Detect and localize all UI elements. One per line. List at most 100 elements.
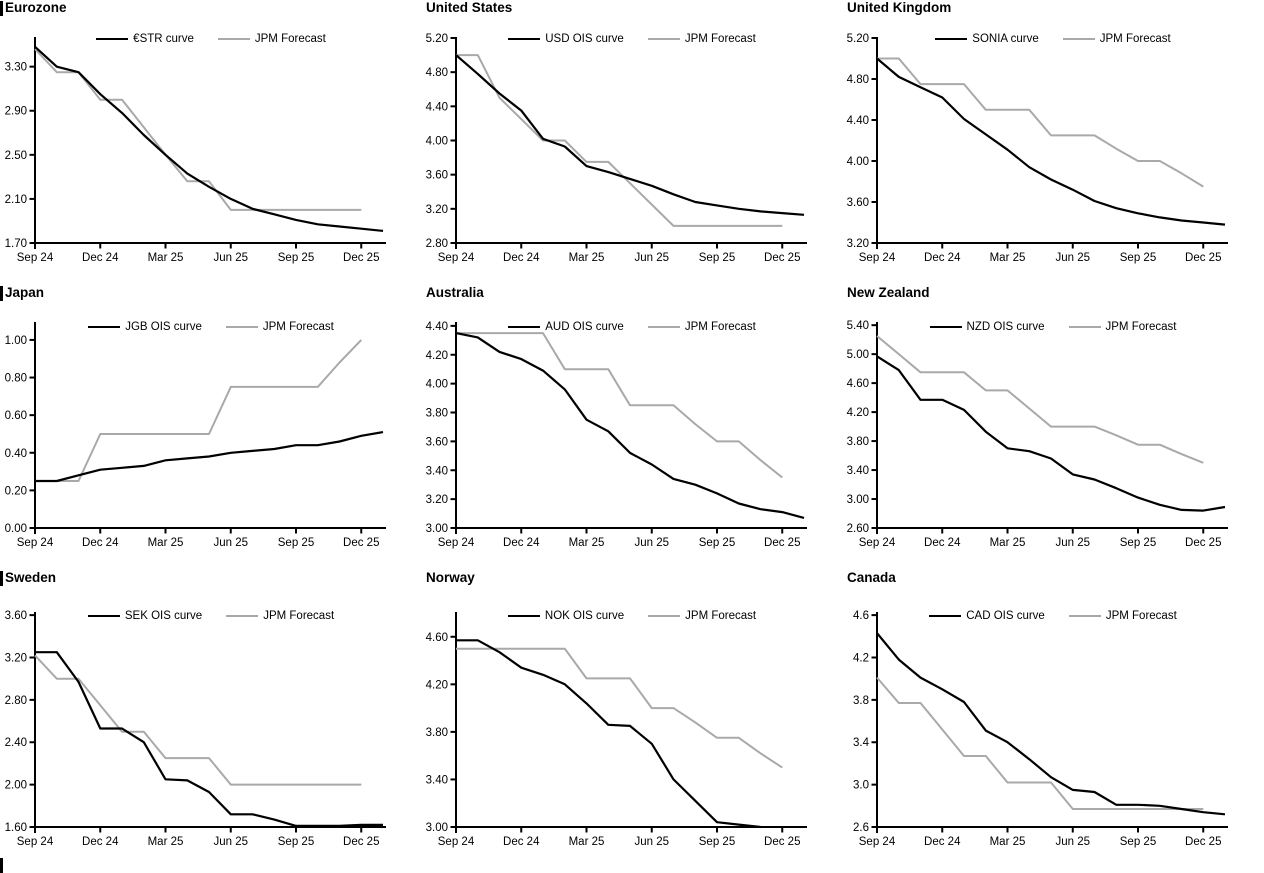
x-tick-label: Jun 25 — [634, 252, 669, 264]
y-tick-label: 3.40 — [847, 465, 869, 477]
legend-label-forecast: JPM Forecast — [1105, 321, 1177, 333]
y-tick-label: 3.8 — [853, 695, 869, 707]
market-line-swatch — [88, 325, 121, 329]
chart-cell-norway: 4.60 4.20 3.80 3.40 3.00 Sep 24 Dec 24 Mar 25 Ju… — [421, 570, 842, 873]
x-tick-label: Mar 25 — [148, 537, 184, 549]
y-tick-label: 3.40 — [426, 465, 448, 477]
market-line-swatch — [508, 325, 541, 329]
x-tick-label: Sep 25 — [1120, 252, 1156, 264]
axis-labels: 3.30 2.90 2.50 2.10 1.70 Sep 24 Dec 24 Mar 25 Ju… — [5, 62, 380, 264]
legend: NZD OIS curve JPM Forecast — [877, 321, 1229, 333]
y-tick-label: 0.60 — [5, 410, 27, 422]
x-tick-label: Sep 25 — [699, 537, 735, 549]
y-tick-label: 3.20 — [847, 238, 869, 250]
y-tick-label: 2.80 — [426, 238, 448, 250]
y-tick-label: 2.80 — [5, 695, 27, 707]
y-tick-label: 4.40 — [426, 101, 448, 113]
forecast-line-swatch — [648, 614, 681, 618]
y-tick-label: 3.00 — [847, 494, 869, 506]
chart-cell-united-states: 5.20 4.80 4.40 4.00 3.60 3.20 2.80 Sep 24 Dec 24… — [421, 0, 842, 285]
chart-cell-australia: 4.40 4.20 4.00 3.80 3.60 3.40 3.20 3.00 Sep 24 De… — [421, 285, 842, 570]
x-tick-label: Mar 25 — [148, 252, 184, 264]
jpm-forecast-line — [35, 339, 363, 482]
x-tick-label: Mar 25 — [990, 836, 1026, 848]
x-tick-label: Dec 25 — [764, 252, 800, 264]
plot-area: 3.30 2.90 2.50 2.10 1.70 Sep 24 Dec 24 Mar 25 Ju… — [5, 37, 386, 264]
legend-label-market: JGB OIS curve — [125, 321, 202, 333]
x-tick-label: Dec 25 — [764, 836, 800, 848]
x-tick-label: Sep 24 — [438, 836, 475, 848]
plot-area: 4.60 4.20 3.80 3.40 3.00 Sep 24 Dec 24 Mar 25 Ju… — [426, 612, 807, 848]
ois-curve-line — [34, 45, 384, 232]
x-tick-label: Mar 25 — [569, 836, 605, 848]
chart-cell-eurozone: 3.30 2.90 2.50 2.10 1.70 Sep 24 Dec 24 Mar 25 Ju… — [0, 0, 421, 285]
chart-title: Norway — [426, 570, 475, 585]
chart-title-row: Eurozone — [0, 0, 421, 18]
x-tick-label: Mar 25 — [569, 252, 605, 264]
chart-title-row: New Zealand — [842, 285, 1264, 303]
forecast-line-swatch — [225, 325, 258, 329]
y-tick-label: 5.20 — [426, 33, 448, 45]
chart-title: Japan — [5, 285, 45, 300]
y-tick-label: 2.10 — [5, 194, 27, 206]
ois-curve-line — [455, 332, 805, 519]
market-line-swatch — [929, 325, 962, 329]
legend-label-forecast: JPM Forecast — [684, 321, 756, 333]
y-tick-label: 3.30 — [5, 62, 27, 74]
jpm-forecast-line — [456, 332, 783, 479]
section-bar-partial — [0, 858, 3, 873]
x-tick-label: Sep 25 — [1120, 537, 1156, 549]
plot-area: 5.20 4.80 4.40 4.00 3.60 3.20 Sep 24 Dec 24 Mar … — [847, 33, 1228, 264]
chart-title: United States — [426, 0, 513, 15]
legend: SONIA curve JPM Forecast — [877, 33, 1229, 45]
axis-labels: 5.20 4.80 4.40 4.00 3.60 3.20 Sep 24 Dec 24 Mar … — [847, 33, 1222, 264]
axes — [29, 612, 386, 833]
section-marker-bar — [0, 571, 3, 586]
y-tick-label: 4.40 — [847, 115, 869, 127]
legend-item-forecast: JPM Forecast — [217, 33, 326, 45]
axes — [871, 322, 1228, 534]
y-tick-label: 1.60 — [5, 822, 27, 834]
y-tick-label: 2.50 — [5, 150, 27, 162]
legend-label-market: USD OIS curve — [545, 33, 624, 45]
legend-item-forecast: JPM Forecast — [647, 321, 756, 333]
x-tick-label: Mar 25 — [569, 537, 605, 549]
chart-title: Canada — [847, 570, 896, 585]
legend-label-market: €STR curve — [133, 33, 194, 45]
chart-title: Australia — [426, 285, 484, 300]
x-tick-label: Sep 24 — [17, 836, 54, 848]
plot-area: 3.60 3.20 2.80 2.40 2.00 1.60 Sep 24 Dec 24 Mar … — [5, 610, 386, 848]
y-tick-label: 3.80 — [426, 727, 448, 739]
chart-title-row: Canada — [842, 570, 1264, 588]
axis-labels: 3.60 3.20 2.80 2.40 2.00 1.60 Sep 24 Dec 24 Mar … — [5, 610, 380, 848]
x-tick-label: Dec 24 — [924, 252, 961, 264]
y-tick-label: 3.4 — [853, 737, 870, 749]
legend-item-market: NOK OIS curve — [507, 610, 624, 622]
x-tick-label: Sep 24 — [859, 537, 896, 549]
axis-labels: 5.20 4.80 4.40 4.00 3.60 3.20 2.80 Sep 24 Dec 24… — [426, 33, 801, 264]
y-tick-label: 4.00 — [426, 379, 448, 391]
ois-curve-line — [876, 632, 1226, 816]
x-tick-label: Jun 25 — [213, 836, 248, 848]
forecast-line-swatch — [647, 325, 680, 329]
legend-item-forecast: JPM Forecast — [225, 321, 334, 333]
x-tick-label: Jun 25 — [213, 252, 248, 264]
legend: CAD OIS curve JPM Forecast — [877, 610, 1229, 622]
y-tick-label: 1.00 — [5, 335, 27, 347]
axes — [871, 612, 1228, 833]
chart-cell-sweden: 3.60 3.20 2.80 2.40 2.00 1.60 Sep 24 Dec 24 Mar … — [0, 570, 421, 873]
jpm-forecast-line — [34, 48, 362, 211]
y-tick-label: 3.00 — [426, 822, 448, 834]
x-tick-label: Mar 25 — [990, 537, 1026, 549]
chart-title-row: United States — [421, 0, 842, 18]
legend-label-forecast: JPM Forecast — [254, 33, 326, 45]
y-tick-label: 0.20 — [5, 485, 27, 497]
x-tick-label: Jun 25 — [634, 836, 669, 848]
legend-item-market: CAD OIS curve — [929, 610, 1045, 622]
y-tick-label: 3.60 — [5, 610, 27, 622]
market-line-swatch — [929, 614, 962, 618]
axis-labels: 5.40 5.00 4.60 4.20 3.80 3.40 3.00 2.60 Sep 24 De… — [847, 320, 1222, 549]
x-tick-label: Sep 24 — [438, 537, 475, 549]
legend: JGB OIS curve JPM Forecast — [35, 321, 387, 333]
